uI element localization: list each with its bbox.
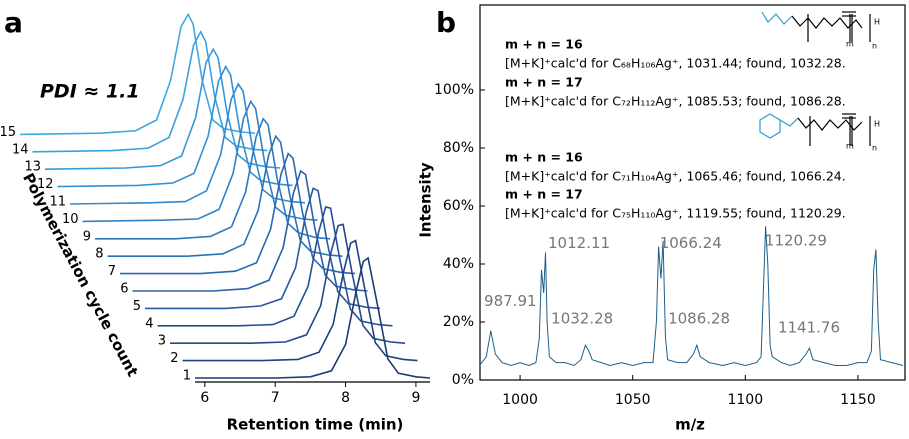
trace xyxy=(182,239,418,362)
y-tick-label: 80% xyxy=(443,140,474,156)
x-axis-title: Retention time (min) xyxy=(227,416,404,434)
peak-label: 1012.11 xyxy=(548,234,610,252)
trace xyxy=(145,187,381,310)
assignment-text: [M+K]⁺calc'd for C₆₈H₁₀₆Ag⁺, 1031.44; fo… xyxy=(505,56,846,71)
assignment-text: [M+K]⁺calc'd for C₇₂H₁₁₂Ag⁺, 1085.53; fo… xyxy=(505,94,846,109)
trace xyxy=(170,223,406,344)
y-axis-title: Intensity xyxy=(417,162,435,238)
structure-bottom xyxy=(759,113,871,146)
trace xyxy=(157,206,393,327)
peak-label: 1066.24 xyxy=(660,234,722,252)
series-label: 13 xyxy=(24,160,41,175)
peak-label: 1086.28 xyxy=(668,310,730,328)
series-label: 9 xyxy=(83,229,91,244)
x-tick-label: 9 xyxy=(411,390,420,406)
assignment-text: [M+K]⁺calc'd for C₇₁H₁₀₄Ag⁺, 1065.46; fo… xyxy=(505,169,846,184)
series-label: 10 xyxy=(62,212,79,227)
x-tick-label: 1100 xyxy=(727,392,763,408)
structure-label: n xyxy=(872,42,877,51)
peak-label: 987.91 xyxy=(484,292,537,310)
series-label: 2 xyxy=(170,351,178,366)
x-tick-label: 1050 xyxy=(615,392,651,408)
structure-top xyxy=(761,11,871,42)
structure-label: H xyxy=(874,18,880,27)
series-label: 4 xyxy=(145,316,153,331)
peak-label: 1141.76 xyxy=(778,318,840,336)
assignment-label: m + n = 17 xyxy=(505,75,583,90)
y-tick-label: 60% xyxy=(443,198,474,214)
structure-label: n xyxy=(872,144,877,153)
series-label: 7 xyxy=(108,264,116,279)
trace xyxy=(195,256,431,379)
series-label: 5 xyxy=(133,299,141,314)
structure-label: m xyxy=(846,40,854,49)
x-tick-label: 6 xyxy=(200,390,209,406)
series-label: 3 xyxy=(158,334,166,349)
spectrum xyxy=(479,226,904,367)
structure-label: m xyxy=(846,142,854,151)
series-label: 6 xyxy=(120,282,128,297)
y-tick-label: 20% xyxy=(443,314,474,330)
series-label: 14 xyxy=(12,142,29,157)
annotation: PDI ≈ 1.1 xyxy=(40,81,140,103)
panel-label: a xyxy=(4,6,23,39)
series-label: 11 xyxy=(49,195,66,210)
x-tick-label: 8 xyxy=(341,390,350,406)
y-tick-label: 100% xyxy=(434,82,474,98)
assignment-label: m + n = 16 xyxy=(505,150,583,165)
x-axis-title: m/z xyxy=(675,416,705,434)
series-label: 15 xyxy=(0,125,16,140)
y-axis-title: Polymerization cycle count xyxy=(19,170,142,380)
trace xyxy=(132,169,368,292)
y-tick-label: 40% xyxy=(443,256,474,272)
plot-frame xyxy=(479,4,906,381)
assignment-label: m + n = 17 xyxy=(505,187,583,202)
peak-label: 1032.28 xyxy=(551,310,613,328)
peak-label: 1120.29 xyxy=(765,231,827,249)
x-tick-label: 7 xyxy=(271,390,280,406)
x-tick-label: 1150 xyxy=(840,392,876,408)
structure-label: H xyxy=(874,120,880,129)
series-label: 8 xyxy=(95,247,103,262)
assignment-text: [M+K]⁺calc'd for C₇₅H₁₁₀Ag⁺, 1119.55; fo… xyxy=(505,206,846,221)
series-label: 12 xyxy=(37,177,54,192)
series-label: 1 xyxy=(183,369,191,384)
assignment-label: m + n = 16 xyxy=(505,37,583,52)
x-tick-label: 1000 xyxy=(502,392,538,408)
panel-label: b xyxy=(436,6,456,39)
y-tick-label: 0% xyxy=(452,372,474,388)
